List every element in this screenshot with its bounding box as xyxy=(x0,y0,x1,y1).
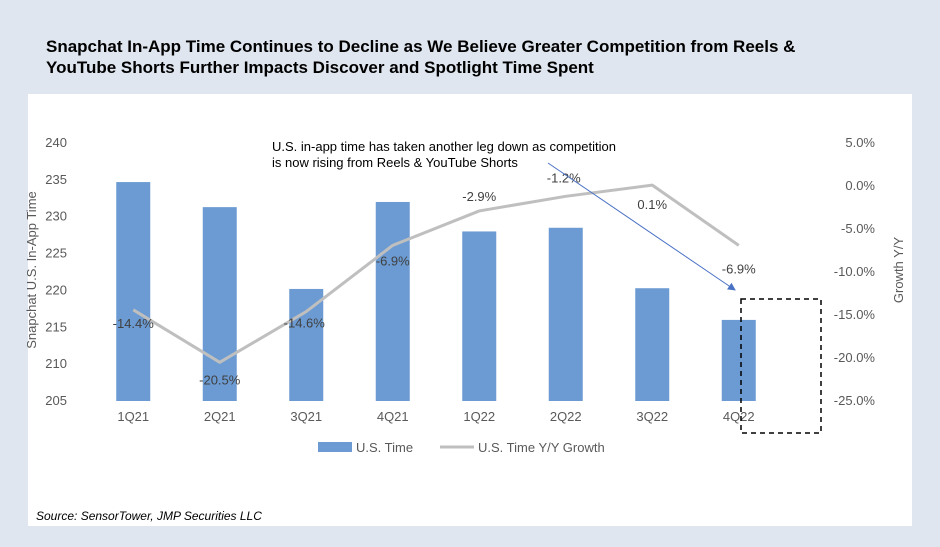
left-axis-label: Snapchat U.S. In-App Time xyxy=(24,191,39,349)
annotation-line-2: is now rising from Reels & YouTube Short… xyxy=(272,155,518,170)
annotation-line-1: U.S. in-app time has taken another leg d… xyxy=(272,139,616,154)
left-tick-label: 205 xyxy=(45,393,67,408)
category-label: 2Q22 xyxy=(550,409,582,424)
right-tick-label: 0.0% xyxy=(845,178,875,193)
left-axis-ticks: 205 210 215 220 225 230 235 240 xyxy=(45,135,67,408)
right-tick-label: -5.0% xyxy=(841,221,875,236)
bar-3q21 xyxy=(289,288,324,401)
left-tick-label: 215 xyxy=(45,319,67,334)
bars-layer xyxy=(116,182,756,401)
growth-line-layer xyxy=(132,183,740,364)
category-label: 4Q21 xyxy=(377,409,409,424)
right-axis-label: Growth Y/Y xyxy=(891,237,906,304)
source-note: Source: SensorTower, JMP Securities LLC xyxy=(36,509,262,523)
growth-label: -14.6% xyxy=(284,316,326,331)
bar-2q22 xyxy=(548,227,583,401)
growth-label: -6.9% xyxy=(722,261,756,276)
bar-1q21 xyxy=(116,182,151,401)
chart-title: Snapchat In-App Time Continues to Declin… xyxy=(46,36,916,78)
growth-label: -6.9% xyxy=(376,253,410,268)
growth-data-labels: -14.4% -20.5% -14.6% -6.9% -2.9% -1.2% 0.1% -6.… xyxy=(113,170,757,387)
category-label: 2Q21 xyxy=(204,409,236,424)
left-tick-label: 240 xyxy=(45,135,67,150)
left-tick-label: 235 xyxy=(45,172,67,187)
bar-3q22 xyxy=(635,288,670,401)
right-tick-label: -25.0% xyxy=(834,393,876,408)
highlight-box-4q22 xyxy=(740,298,822,434)
category-label: 4Q22 xyxy=(723,409,755,424)
growth-label: -20.5% xyxy=(199,372,241,387)
category-label: 3Q21 xyxy=(290,409,322,424)
growth-label: -1.2% xyxy=(547,170,581,185)
category-label: 3Q22 xyxy=(636,409,668,424)
annotation-arrow xyxy=(547,162,736,291)
left-tick-label: 210 xyxy=(45,356,67,371)
right-tick-label: -20.0% xyxy=(834,350,876,365)
title-line-2: YouTube Shorts Further Impacts Discover … xyxy=(46,58,594,77)
legend-bar-label: U.S. Time xyxy=(356,440,413,455)
left-tick-label: 220 xyxy=(45,282,67,297)
legend-bar-swatch xyxy=(318,442,352,452)
growth-label: -14.4% xyxy=(113,316,155,331)
right-tick-label: -10.0% xyxy=(834,264,876,279)
growth-label: -2.9% xyxy=(462,189,496,204)
bar-4q21 xyxy=(375,201,410,401)
right-tick-label: -15.0% xyxy=(834,307,876,322)
right-tick-label: 5.0% xyxy=(845,135,875,150)
bar-1q22 xyxy=(462,231,497,401)
bar-2q21 xyxy=(202,207,237,401)
legend-line-label: U.S. Time Y/Y Growth xyxy=(478,440,605,455)
category-labels: 1Q21 2Q21 3Q21 4Q21 1Q22 2Q22 3Q22 4Q22 xyxy=(117,409,754,424)
right-axis-ticks: -25.0% -20.0% -15.0% -10.0% -5.0% 0.0% 5.0% xyxy=(834,135,876,408)
growth-label: 0.1% xyxy=(637,197,667,212)
category-label: 1Q21 xyxy=(117,409,149,424)
growth-line xyxy=(132,183,740,364)
left-tick-label: 230 xyxy=(45,209,67,224)
title-line-1: Snapchat In-App Time Continues to Declin… xyxy=(46,37,796,56)
category-label: 1Q22 xyxy=(463,409,495,424)
bar-4q22 xyxy=(721,319,756,401)
left-tick-label: 225 xyxy=(45,246,67,261)
